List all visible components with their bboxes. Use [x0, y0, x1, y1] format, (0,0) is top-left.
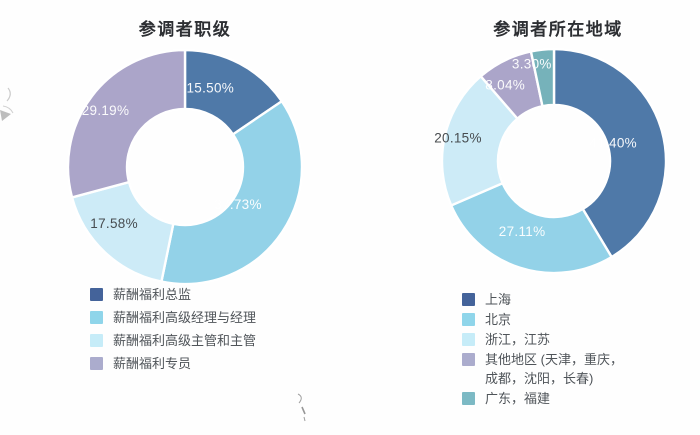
legend-swatch — [90, 311, 103, 324]
legend-swatch — [462, 392, 475, 405]
legend-label: 薪酬福利总监 — [113, 287, 192, 302]
legend-item: 北京 — [462, 310, 625, 329]
donut-slice-1-2 — [440, 74, 520, 207]
donut-slice-1-4 — [529, 47, 556, 108]
legend-label: 其他地区 (天津，重庆，成都，沈阳，长春) — [485, 352, 623, 386]
legend-label: 薪酬福利高级主管和主管 — [113, 333, 257, 348]
slice-percent-label: 29.19% — [82, 103, 130, 118]
legend-item: 薪酬福利专员 — [90, 357, 256, 371]
legend-label: 薪酬福利专员 — [113, 356, 192, 371]
region-donut-chart: 41.40% 27.11% 20.15% 8.04% 3.30% — [434, 47, 668, 275]
legend-swatch — [90, 334, 103, 347]
legend-swatch — [462, 313, 475, 326]
slice-percent-label: 37.73% — [214, 197, 262, 212]
slice-percent-label: 3.30% — [512, 57, 552, 72]
region-chart-title: 参调者所在地域 — [493, 20, 623, 39]
legend-item: 浙江，江苏 — [462, 330, 625, 349]
legend-label: 浙江，江苏 — [485, 332, 551, 347]
donut-slice-0-2 — [70, 180, 175, 284]
slice-percent-label: 15.50% — [187, 81, 235, 96]
scan-smudge-left — [0, 87, 14, 121]
slice-percent-label: 20.15% — [434, 130, 482, 145]
slice-percent-label: 8.04% — [485, 77, 525, 92]
legend-swatch — [90, 288, 103, 301]
slice-percent-label: 41.40% — [589, 136, 637, 151]
job-level-chart-title: 参调者职级 — [138, 20, 232, 39]
slice-percent-label: 27.11% — [499, 224, 546, 239]
legend-swatch — [90, 357, 103, 370]
legend-swatch — [462, 333, 475, 346]
legend-label: 薪酬福利高级经理与经理 — [113, 310, 257, 325]
scan-smudge-bottom — [297, 393, 306, 422]
legend-swatch — [462, 353, 475, 366]
legend-item: 薪酬福利高级主管和主管 — [90, 334, 256, 348]
legend-swatch — [462, 293, 475, 306]
legend-label: 上海 — [485, 292, 512, 307]
donut-slice-1-1 — [449, 181, 614, 275]
legend-label: 广东，福建 — [485, 391, 551, 406]
donut-slice-1-0 — [552, 47, 668, 259]
donut-slice-0-1 — [160, 99, 304, 286]
job-level-legend: 薪酬福利总监薪酬福利高级经理与经理 薪酬福利高级主管和主管 薪酬福利专员 — [90, 288, 256, 380]
legend-item: 广东，福建 — [462, 389, 625, 408]
donut-slice-0-3 — [66, 48, 187, 199]
legend-item: 薪酬福利高级经理与经理 — [90, 311, 256, 325]
legend-label: 北京 — [485, 312, 512, 327]
legend-item: 薪酬福利总监 — [90, 288, 256, 302]
legend-item: 上海 — [462, 290, 625, 309]
job-level-donut-chart: 15.50% 37.73% 17.58% 29.19% — [66, 48, 304, 286]
slice-percent-label: 17.58% — [90, 216, 138, 231]
region-legend: 上海北京浙江，江苏其他地区 (天津，重庆，成都，沈阳，长春) 广东，福建 — [462, 290, 625, 409]
legend-item: 其他地区 (天津，重庆，成都，沈阳，长春) — [462, 350, 625, 388]
